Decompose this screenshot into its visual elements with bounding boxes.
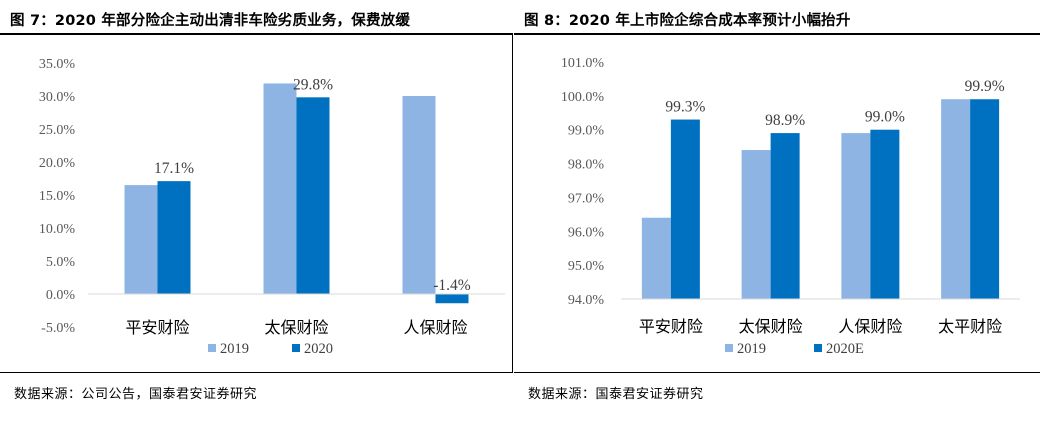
left-legend-swatch-2019	[208, 344, 216, 352]
left-legend-label: 2020	[304, 341, 333, 357]
right-legend-swatch-2020E	[814, 344, 822, 352]
right-bar-2019	[741, 150, 771, 299]
left-ytick-label: 25.0%	[39, 123, 76, 138]
left-category-label: 人保财险	[403, 318, 467, 337]
right-ytick-label: 99.0%	[568, 124, 605, 139]
right-bottom-rule	[514, 372, 1040, 373]
right-bar-2019	[841, 133, 871, 299]
right-bar-2019	[941, 99, 971, 299]
left-top-rule	[0, 33, 512, 35]
left-bar-2019	[263, 83, 297, 295]
right-category-label: 平安财险	[639, 317, 703, 336]
right-source-note: 数据来源：国泰君安证券研究	[528, 387, 704, 402]
right-figure-title: 图 8：2020 年上市险企综合成本率预计小幅抬升	[524, 13, 851, 29]
left-ytick-label: 20.0%	[39, 156, 76, 171]
right-ytick-label: 100.0%	[561, 90, 605, 105]
left-ytick-label: 10.0%	[39, 222, 76, 237]
left-bottom-rule	[0, 372, 512, 373]
right-top-rule	[514, 33, 1040, 35]
left-data-label: 17.1%	[154, 160, 194, 177]
left-bar-2019	[402, 96, 436, 294]
left-source-note: 数据来源：公司公告，国泰君安证券研究	[14, 387, 258, 402]
left-ytick-label: 0.0%	[46, 288, 76, 303]
right-bar-chart: 101.0% 100.0% 99.0% 98.0% 97.0% 96.0% 95.0% 94.…	[561, 56, 1020, 357]
right-category-label: 人保财险	[838, 317, 902, 336]
right-data-label: 99.0%	[865, 109, 905, 126]
left-bar-2020	[296, 97, 330, 294]
right-bar-2020E	[970, 99, 1000, 299]
right-bar-2020E	[670, 119, 700, 299]
right-bar-2019	[641, 217, 671, 299]
left-bar-2020	[157, 181, 191, 294]
right-category-label: 太保财险	[739, 317, 803, 336]
right-data-label: 99.3%	[665, 99, 705, 116]
right-category-label: 太平财险	[938, 317, 1002, 336]
right-ytick-label: 96.0%	[568, 225, 605, 240]
left-data-label: 29.8%	[293, 76, 333, 93]
panel-divider	[512, 33, 513, 373]
left-figure-title: 图 7：2020 年部分险企主动出清非车险劣质业务，保费放缓	[10, 13, 411, 29]
left-legend-swatch-2020	[292, 344, 300, 352]
right-ytick-label: 101.0%	[561, 56, 605, 71]
right-legend-label: 2020E	[826, 341, 864, 357]
left-bar-chart: 35.0% 30.0% 25.0% 20.0% 15.0% 10.0% 5.0% 0.0% -5…	[39, 57, 505, 357]
left-data-label: -1.4%	[433, 277, 471, 294]
left-category-label: 太保财险	[264, 318, 328, 337]
right-ytick-label: 94.0%	[568, 293, 605, 308]
left-figure-panel: 图 7：2020 年部分险企主动出清非车险劣质业务，保费放缓 35.0% 30.0…	[0, 0, 512, 423]
right-figure-panel: 图 8：2020 年上市险企综合成本率预计小幅抬升 101.0% 100.0% 99…	[514, 0, 1040, 423]
left-ytick-label: 15.0%	[39, 189, 76, 204]
right-legend-swatch-2019	[725, 344, 733, 352]
left-bar-2020	[435, 294, 469, 304]
left-ytick-label: 35.0%	[39, 57, 76, 72]
right-bar-2020E	[870, 129, 900, 299]
left-ytick-label: 30.0%	[39, 90, 76, 105]
left-ytick-label: -5.0%	[41, 321, 75, 336]
right-ytick-label: 97.0%	[568, 191, 605, 206]
left-bar-2019	[124, 185, 158, 294]
left-category-label: 平安财险	[125, 318, 189, 337]
right-data-label: 98.9%	[765, 112, 805, 129]
right-bar-2020E	[770, 133, 800, 299]
right-ytick-label: 95.0%	[568, 259, 605, 274]
right-legend-label: 2019	[737, 341, 766, 357]
left-legend-label: 2019	[220, 341, 249, 357]
right-ytick-label: 98.0%	[568, 158, 605, 173]
right-data-label: 99.9%	[965, 78, 1005, 95]
left-ytick-label: 5.0%	[46, 255, 76, 270]
